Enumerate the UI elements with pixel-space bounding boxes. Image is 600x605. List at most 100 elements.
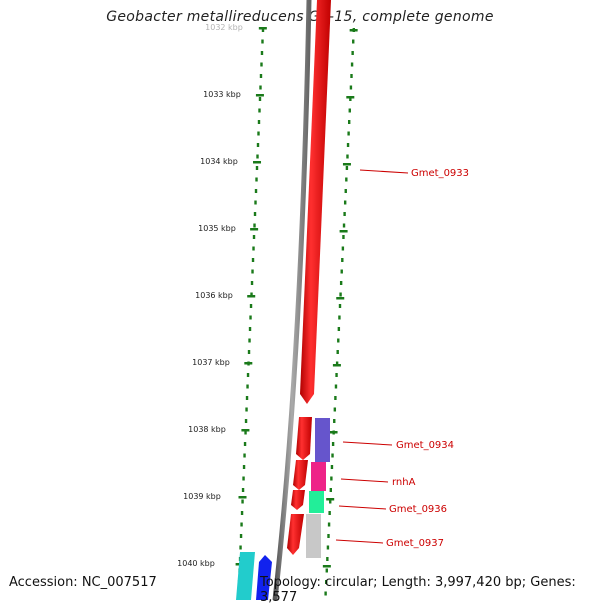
scale-label: 1036 kbp [195, 291, 233, 300]
left-rail-dot [256, 154, 259, 159]
scale-tick-left [255, 94, 264, 97]
right-rail-dot [341, 246, 345, 251]
right-rail-dot [339, 281, 343, 285]
gene-red-1039[interactable] [291, 490, 305, 510]
right-rail-dot [346, 154, 349, 159]
left-rail-dot [248, 327, 252, 331]
left-rail-dot [241, 499, 244, 504]
right-rail-dot [329, 488, 332, 492]
right-rail-dot [348, 108, 351, 113]
gene-leader-line [359, 169, 409, 174]
right-rail-dot [328, 511, 331, 515]
left-rail-dot [261, 28, 265, 32]
scale-label: 1034 kbp [200, 157, 238, 166]
left-rail-dot [257, 131, 260, 136]
right-rail-dot [341, 258, 344, 262]
left-rail-dot [253, 223, 256, 228]
right-rail-dot [329, 499, 332, 504]
right-rail-dot [344, 189, 347, 193]
scale-tick-left [253, 161, 262, 164]
gene-label[interactable]: Gmet_0934 [396, 440, 454, 451]
scale-tick-left [244, 362, 253, 365]
left-rail-dot [249, 315, 252, 320]
genes-layer [236, 0, 331, 600]
left-rail-dot [258, 108, 261, 113]
gene-label[interactable]: Gmet_0936 [389, 504, 447, 515]
scale-label: 1033 kbp [203, 90, 241, 99]
scale-label: 1035 kbp [198, 224, 236, 233]
right-rail-dot [330, 476, 333, 481]
right-rail-dot [345, 177, 348, 182]
map-title: Geobacter metallireducens GS-15, complet… [106, 9, 494, 25]
gene-red-1039b[interactable] [287, 514, 304, 555]
scale-label: 1037 kbp [192, 358, 230, 367]
right-rail-dot [325, 568, 328, 573]
right-rail-dot [327, 522, 331, 527]
scale-tick-right [339, 230, 348, 233]
scale-tick-left [247, 295, 256, 298]
left-rail-dot [244, 419, 248, 423]
gene-gmet-0933[interactable] [300, 0, 331, 404]
right-rail-dot [331, 453, 334, 458]
gene-red-1038b[interactable] [293, 460, 308, 490]
gene-blue[interactable] [256, 555, 272, 600]
scale-tick-right [336, 297, 345, 300]
right-rail-dot [338, 304, 342, 308]
gene-leader-line [335, 539, 384, 544]
left-rail-dot [250, 281, 254, 285]
right-rail-dot [350, 62, 354, 67]
right-rail-dot [326, 545, 330, 550]
scale-tick-right [322, 565, 331, 568]
right-rail-dot [331, 442, 335, 446]
accession-text: Accession: NC_007517 [9, 575, 157, 590]
right-rail-dot [325, 580, 328, 584]
gene-label[interactable]: rnhA [392, 477, 416, 488]
left-rail-dot [239, 545, 242, 550]
left-rail-dot [255, 177, 258, 182]
left-rail-dot [244, 430, 247, 435]
gene-gmet-0937[interactable] [306, 514, 321, 558]
left-rail-dot [258, 97, 262, 101]
left-rail-dot [256, 143, 260, 147]
genome-backbone [272, 0, 312, 600]
scale-label: 1040 kbp [177, 559, 215, 568]
scale-tick-right [349, 29, 358, 32]
gene-cyan[interactable] [236, 552, 255, 600]
scale-tick-right [346, 96, 355, 99]
right-rail-dot [335, 361, 339, 366]
gene-rnha[interactable] [311, 462, 326, 491]
gene-label[interactable]: Gmet_0933 [411, 168, 469, 179]
gene-label[interactable]: Gmet_0937 [386, 538, 444, 549]
right-rail-dot [348, 120, 351, 124]
summary-text: Topology: circular; Length: 3,997,420 bp… [260, 575, 576, 605]
gene-leader-line [338, 505, 387, 510]
gene-gmet-0936[interactable] [309, 491, 324, 513]
left-rail-dot [254, 200, 257, 205]
left-rail-dot [254, 189, 258, 193]
left-rail-dot [239, 534, 243, 538]
right-rail-dot [324, 591, 327, 596]
right-rail-dot [333, 407, 337, 412]
left-rail-dot [240, 511, 244, 515]
right-rail-dot [334, 384, 338, 389]
left-rail-dot [250, 292, 253, 297]
left-rail-dot [245, 396, 249, 400]
right-rail-dot [340, 269, 343, 274]
gene-gmet-0934[interactable] [315, 418, 330, 462]
left-rail-dot [242, 465, 246, 469]
right-rail-dot [337, 327, 341, 331]
left-rail-dot [241, 488, 245, 492]
scale-tick-left [258, 27, 267, 30]
right-rail-dot [343, 200, 347, 205]
right-rail-dot [352, 39, 355, 44]
right-rail-dot [342, 223, 346, 228]
gene-leader-line [340, 478, 389, 483]
scale-label: 1032 kbp [205, 23, 243, 32]
left-rail-dot [246, 373, 250, 377]
left-rail-dot [247, 350, 251, 354]
gene-red-1038[interactable] [296, 417, 312, 460]
left-rail-dot [245, 407, 248, 412]
scale-tick-left [250, 228, 259, 231]
right-rail-dot [349, 85, 353, 90]
right-rail-dot [327, 534, 330, 538]
